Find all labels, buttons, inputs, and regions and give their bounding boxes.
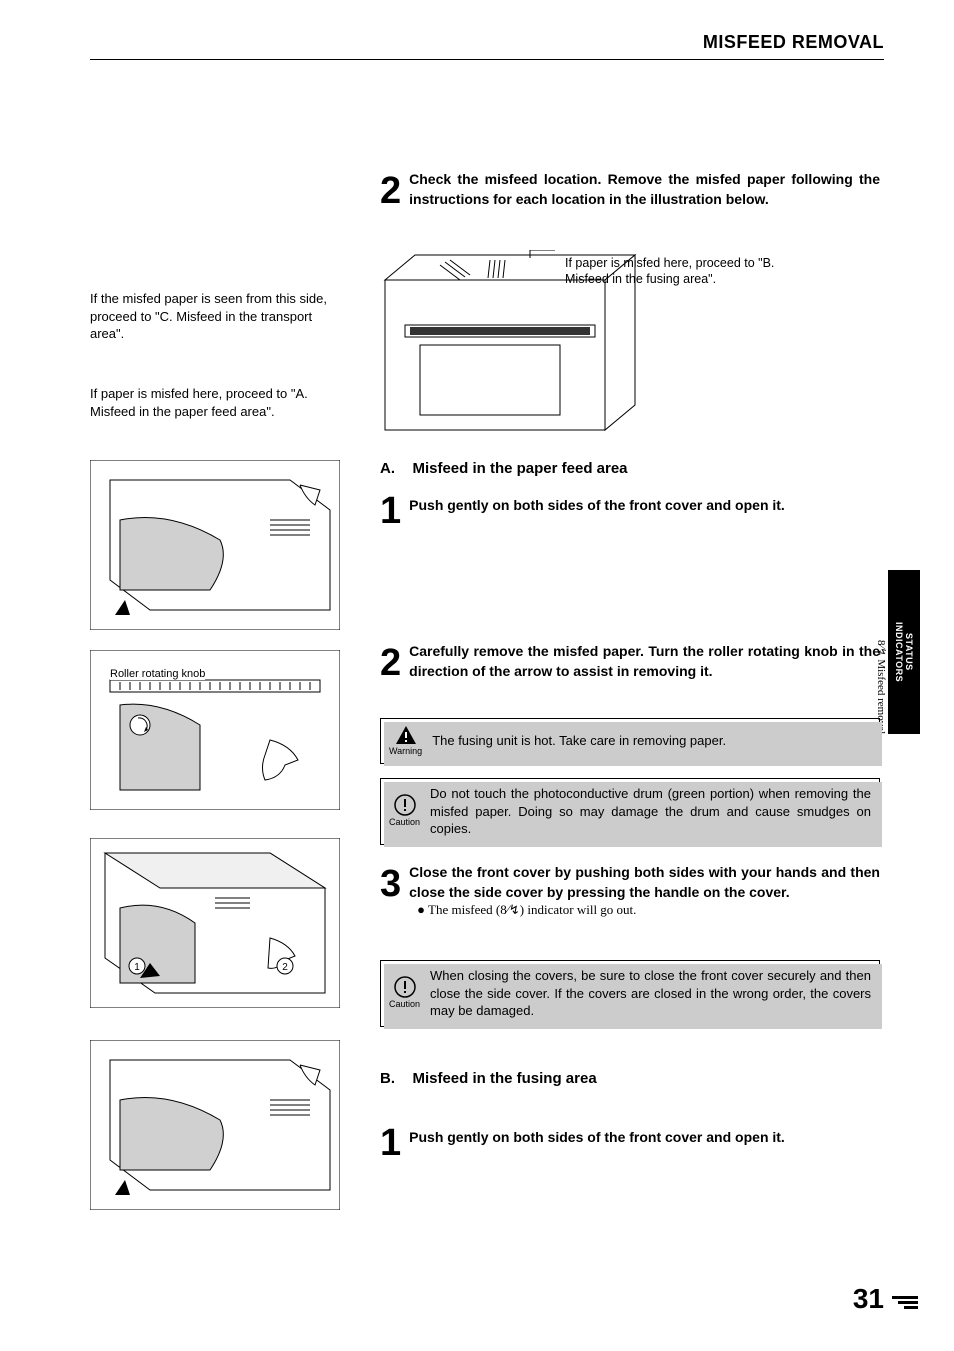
step-number: 3	[380, 863, 401, 906]
page-title: MISFEED REMOVAL	[703, 32, 884, 53]
misfeed-icon-small: 8⁄↯	[875, 640, 887, 657]
warning-text: The fusing unit is hot. Take care in rem…	[432, 732, 726, 750]
caution-label: Caution	[389, 816, 420, 828]
section-letter: A.	[380, 460, 408, 477]
step-text: Check the misfeed location. Remove the m…	[409, 170, 880, 209]
section-b-heading: B. Misfeed in the fusing area	[380, 1070, 880, 1088]
section-a-step-3: 3 Close the front cover by pushing both …	[380, 863, 880, 918]
step-bullet: ● The misfeed (8⁄↯) indicator will go ou…	[417, 902, 880, 918]
section-a-step-2: 2 Carefully remove the misfed paper. Tur…	[380, 642, 880, 685]
step-text: Push gently on both sides of the front c…	[409, 490, 785, 516]
side-tab-black: STATUS INDICATORS	[888, 570, 920, 734]
warning-box: Warning The fusing unit is hot. Take car…	[380, 718, 880, 764]
caution-box-2: Caution When closing the covers, be sure…	[380, 960, 880, 1027]
step-number: 1	[380, 1122, 401, 1165]
caution-icon: Caution	[389, 794, 420, 828]
section-letter: B.	[380, 1070, 408, 1087]
caution-text: Do not touch the photoconductive drum (g…	[430, 785, 871, 838]
step-text: Carefully remove the misfed paper. Turn …	[409, 642, 880, 681]
note-text: If the misfed paper is seen from this si…	[90, 290, 340, 343]
knob-label: Roller rotating knob	[110, 668, 205, 680]
step-number: 2	[380, 170, 401, 213]
header-rule: MISFEED REMOVAL	[90, 36, 884, 60]
svg-text:1: 1	[134, 962, 140, 973]
bullet-prefix: The misfeed (	[428, 902, 500, 917]
step-number: 2	[380, 642, 401, 685]
step-text: Push gently on both sides of the front c…	[409, 1122, 785, 1148]
figure-a2: Roller rotating knob	[90, 650, 340, 815]
figure-b1	[90, 1040, 340, 1215]
caution-text: When closing the covers, be sure to clos…	[430, 967, 871, 1020]
figure-a1	[90, 460, 340, 635]
side-tab-line2: INDICATORS	[894, 622, 904, 682]
step-number: 1	[380, 490, 401, 533]
misfeed-icon: 8⁄↯	[500, 902, 520, 917]
svg-text:2: 2	[282, 962, 288, 973]
page-decoration	[892, 1296, 918, 1309]
section-a-step-1: 1 Push gently on both sides of the front…	[380, 490, 880, 533]
left-note-2: If paper is misfed here, proceed to "A. …	[90, 385, 340, 420]
caution-icon: Caution	[389, 976, 420, 1010]
warning-label: Warning	[389, 745, 422, 757]
step-text: Close the front cover by pushing both si…	[409, 863, 880, 902]
section-a-heading: A. Misfeed in the paper feed area	[380, 460, 880, 478]
page-number: 31	[853, 1283, 884, 1315]
caution-label: Caution	[389, 998, 420, 1010]
figure-a3: 1 2	[90, 838, 340, 1013]
side-tab: STATUS INDICATORS 8⁄↯ Misfeed removal	[875, 570, 920, 734]
side-tab-line1: STATUS	[904, 633, 914, 671]
bullet-suffix: ) indicator will go out.	[520, 902, 637, 917]
callout-b: If paper is misfed here, proceed to "B. …	[565, 255, 775, 288]
section-title: Misfeed in the fusing area	[412, 1070, 596, 1087]
caution-box-1: Caution Do not touch the photoconductive…	[380, 778, 880, 845]
top-step: 2 Check the misfeed location. Remove the…	[380, 170, 880, 213]
warning-icon: Warning	[389, 725, 422, 757]
section-title: Misfeed in the paper feed area	[412, 460, 627, 477]
left-note-1: If the misfed paper is seen from this si…	[90, 290, 340, 343]
section-b-step-1: 1 Push gently on both sides of the front…	[380, 1122, 880, 1165]
note-text: If paper is misfed here, proceed to "A. …	[90, 385, 340, 420]
